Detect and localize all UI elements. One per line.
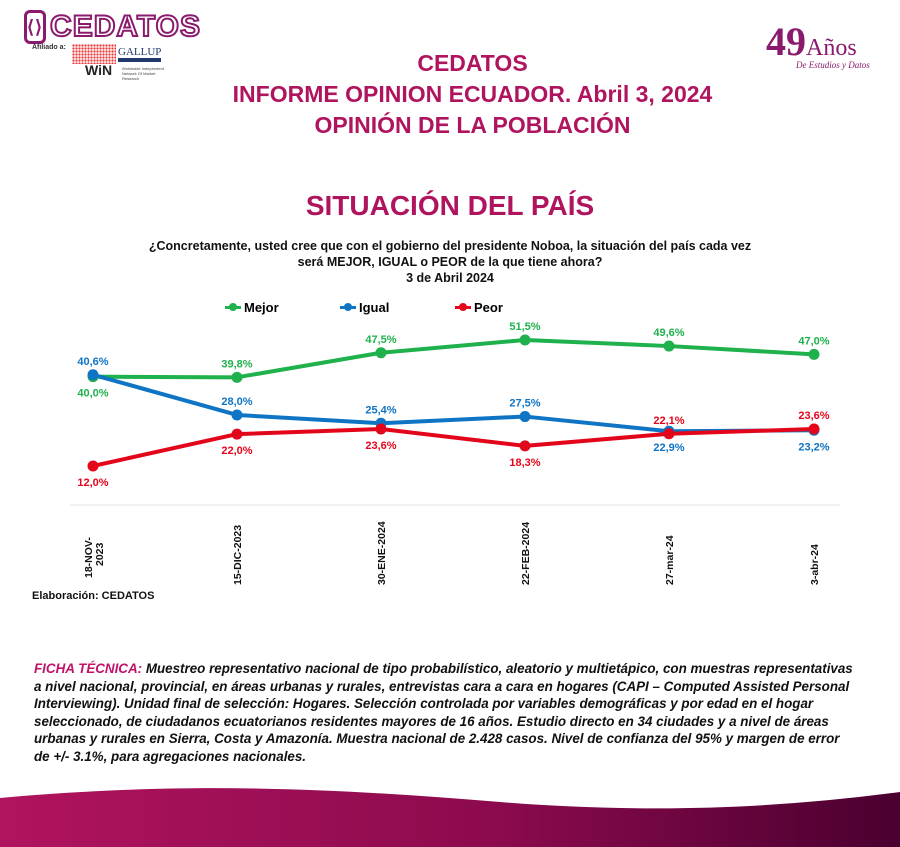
technical-sheet-text: Muestreo representativo nacional de tipo… (34, 661, 853, 764)
x-tick-label: 30-ENE-2024 (376, 521, 388, 585)
line-chart: 40,0% 39,8% 47,5% 51,5% 49,6% 47,0% 40,6% 28,0%… (70, 321, 840, 585)
data-point (519, 411, 531, 423)
data-point (87, 460, 99, 472)
data-label: 39,8% (221, 358, 252, 370)
data-label: 47,5% (365, 334, 396, 346)
chart-legend: Mejor Igual Peor (225, 300, 570, 315)
legend-item-igual: Igual (340, 300, 455, 315)
question: ¿Concretamente, usted cree que con el go… (130, 238, 770, 286)
gallup-logo: GALLUP (118, 46, 162, 62)
source-note: Elaboración: CEDATOS (32, 590, 155, 602)
legend-marker-icon (455, 303, 471, 311)
legend-label: Mejor (244, 300, 279, 315)
data-label: 47,0% (798, 335, 829, 347)
page-title-2: INFORME OPINION ECUADOR. Abril 3, 2024 (232, 81, 713, 107)
data-point (808, 348, 820, 360)
affiliation-label: Afiliado a: (32, 44, 66, 51)
legend-label: Peor (474, 300, 503, 315)
series-line-mejor (92, 338, 815, 380)
win-logo: WiN (85, 62, 113, 78)
data-point (519, 334, 531, 346)
series-line-peor (92, 426, 815, 468)
legend-item-peor: Peor (455, 300, 570, 315)
data-point (375, 423, 387, 435)
section-title: SITUACIÓN DEL PAÍS (305, 190, 595, 221)
data-label: 49,6% (653, 327, 684, 339)
data-label: 23,6% (365, 440, 396, 452)
legend-item-mejor: Mejor (225, 300, 340, 315)
question-line: será MEJOR, IGUAL o PEOR de la que tiene… (297, 255, 603, 269)
logo-text: CEDATOS (49, 9, 201, 44)
cedatos-logo: ⟨⟩ CEDATOS (24, 9, 201, 44)
data-label: 40,0% (77, 388, 108, 400)
data-label: 27,5% (509, 398, 540, 410)
data-label: 23,6% (798, 410, 829, 422)
world-map-icon (72, 44, 116, 64)
data-label: 28,0% (221, 396, 252, 408)
anniversary-word: Años (806, 35, 857, 61)
data-label: 25,4% (365, 404, 396, 416)
data-label: 12,0% (77, 477, 108, 489)
anniversary-logo: 49Años De Estudios y Datos (766, 18, 870, 70)
data-label: 22,1% (653, 415, 684, 427)
data-label: 51,5% (509, 321, 540, 333)
data-label: 23,2% (798, 441, 829, 453)
data-point (87, 369, 99, 381)
data-point (663, 428, 675, 440)
page-title-3: OPINIÓN DE LA POBLACIÓN (314, 112, 631, 138)
anniversary-subtitle: De Estudios y Datos (796, 60, 870, 70)
legend-label: Igual (359, 300, 390, 315)
legend-marker-icon (340, 303, 356, 311)
data-point (231, 428, 243, 440)
anniversary-number: 49 (766, 19, 806, 64)
legend-marker-icon (225, 303, 241, 311)
question-line: ¿Concretamente, usted cree que con el go… (148, 239, 752, 253)
data-point (231, 409, 243, 421)
x-tick-label: 27-mar-24 (664, 535, 676, 585)
x-tick-label: 22-FEB-2024 (520, 522, 532, 585)
x-tick-label: 15-DIC-2023 (232, 525, 244, 585)
data-label: 18,3% (509, 457, 540, 469)
series-line-igual (92, 372, 815, 434)
page-title-1: CEDATOS (417, 50, 528, 76)
data-label: 22,0% (221, 445, 252, 457)
technical-sheet: FICHA TÉCNICA: Muestreo representativo n… (34, 660, 854, 765)
data-point (231, 371, 243, 383)
technical-sheet-label: FICHA TÉCNICA: (34, 661, 143, 676)
data-point (808, 423, 820, 435)
cedatos-emblem-icon: ⟨⟩ (24, 10, 47, 44)
data-label: 22,9% (653, 442, 684, 454)
data-point (519, 440, 531, 452)
question-date: 3 de Abril 2024 (406, 271, 494, 285)
x-tick-label: 3-abr-24 (809, 544, 821, 585)
footer-band (0, 788, 900, 847)
x-tick-label: 18-NOV-2023 (83, 537, 106, 578)
win-subtitle: Worldwide Independent Network Of Market … (122, 66, 164, 81)
data-label: 40,6% (77, 356, 108, 368)
data-point (375, 347, 387, 359)
data-point (663, 340, 675, 352)
